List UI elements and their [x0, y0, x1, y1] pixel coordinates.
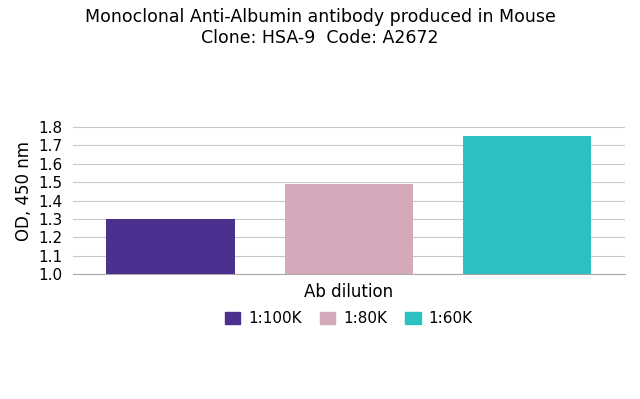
Bar: [285, 184, 413, 274]
Bar: [463, 136, 591, 274]
Text: Monoclonal Anti-Albumin antibody produced in Mouse
Clone: HSA-9  Code: A2672: Monoclonal Anti-Albumin antibody produce…: [84, 8, 556, 47]
X-axis label: Ab dilution: Ab dilution: [304, 282, 394, 300]
Y-axis label: OD, 450 nm: OD, 450 nm: [15, 142, 33, 241]
Legend: 1:100K, 1:80K, 1:60K: 1:100K, 1:80K, 1:60K: [219, 305, 479, 332]
Bar: [106, 219, 235, 274]
